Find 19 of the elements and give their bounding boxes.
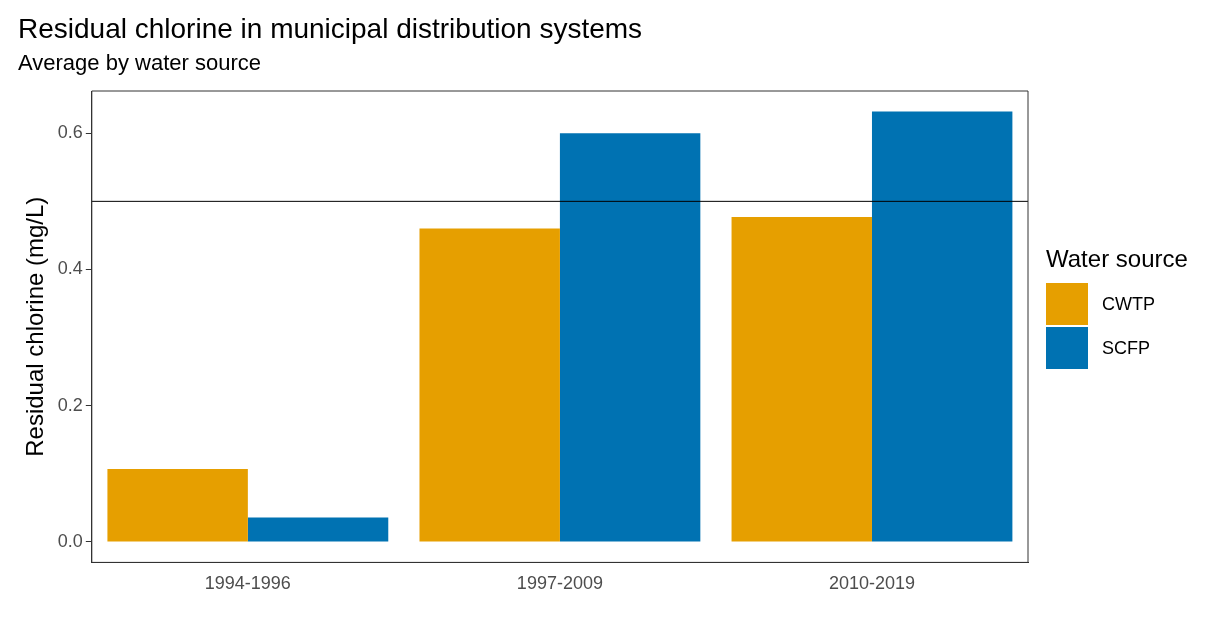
legend-label: SCFP xyxy=(1102,337,1151,359)
y-tick-label: 0.2 xyxy=(57,394,83,415)
bar xyxy=(419,228,560,542)
bar xyxy=(559,133,701,542)
legend-title: Water source xyxy=(1046,245,1188,273)
y-axis-title: Residual chlorine (mg/L) xyxy=(21,196,49,457)
y-tick-label: 0.6 xyxy=(57,122,83,143)
x-tick-label: 1994-1996 xyxy=(204,573,291,594)
bar xyxy=(247,517,389,542)
chart-subtitle: Average by water source xyxy=(18,49,261,75)
legend-label: CWTP xyxy=(1102,293,1155,315)
chart-title: Residual chlorine in municipal distribution systems xyxy=(18,12,643,44)
x-tick-label: 2010-2019 xyxy=(828,573,916,594)
bar xyxy=(107,469,248,542)
y-tick-label: 0.0 xyxy=(57,530,83,551)
bar xyxy=(871,111,1013,542)
y-tick-label: 0.4 xyxy=(57,258,83,279)
bar xyxy=(731,217,872,542)
x-tick-label: 1997-2009 xyxy=(516,573,603,594)
